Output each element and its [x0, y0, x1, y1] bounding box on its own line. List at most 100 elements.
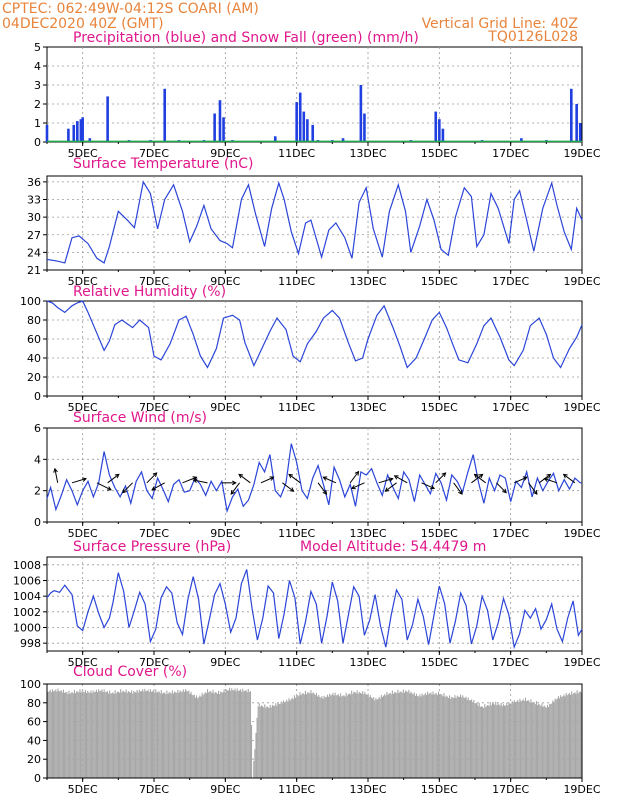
cloud-bar [127, 690, 129, 778]
cloud-bar [258, 703, 260, 778]
cloud-bar [315, 692, 317, 778]
cloud-bar [198, 697, 200, 778]
cloud-bar [520, 701, 522, 778]
cloud-bar [47, 691, 49, 778]
cloud-bar [397, 689, 399, 778]
wind-arrow [323, 476, 337, 484]
header-station: CPTEC: 062:49W-04:12S COARI (AM) [2, 1, 259, 17]
cloud-bar [318, 694, 320, 778]
cloud-bar [90, 690, 92, 778]
cloud-bar [60, 690, 62, 778]
cloud-bar [87, 690, 89, 778]
pressure-subtitle: Model Altitude: 54.4479 m [300, 539, 486, 555]
precip-bar [441, 128, 445, 142]
cloud-bar [322, 698, 324, 778]
cloud-bar [365, 694, 367, 778]
cloud-bar [321, 696, 323, 778]
cloud-bar [550, 704, 552, 778]
cloud-bar [403, 692, 405, 778]
cloud-bar [341, 696, 343, 778]
pressure-ytick-label: 1000 [13, 622, 41, 635]
cloud-bar [158, 691, 160, 778]
cloud-bar [359, 692, 361, 778]
cloud-bar [387, 694, 389, 778]
cloud-bar [320, 697, 322, 778]
cloud-bar [266, 706, 268, 778]
cloud-bar [346, 695, 348, 778]
cloud-bar [423, 694, 425, 778]
cloud-bar [324, 697, 326, 778]
wind-frame [46, 427, 583, 523]
cloud-bar [269, 704, 271, 778]
cloud-ytick-label: 100 [20, 678, 41, 691]
cloud-bar [256, 717, 258, 778]
precip-ytick-label: 1 [34, 117, 41, 130]
cloud-bar [247, 688, 249, 778]
cloud-bar [81, 690, 83, 778]
cloud-bar [377, 698, 379, 778]
cloud-bar [153, 690, 155, 778]
cloud-bar [339, 696, 341, 778]
cloud-bar [450, 698, 452, 778]
cloud-bar [98, 689, 100, 778]
cloud-bar [166, 690, 168, 778]
precip-xtick-label: 7DEC [139, 147, 169, 160]
precip-bar [575, 104, 578, 142]
cloud-bar [447, 697, 449, 778]
cloud-bar [483, 707, 485, 778]
precip-xtick-label: 13DEC [349, 147, 386, 160]
cloud-bar [167, 693, 169, 778]
cloud-bar [467, 697, 469, 778]
cloud-bar [154, 692, 156, 778]
temp-ytick-label: 36 [27, 176, 41, 189]
cloud-bar [58, 691, 60, 778]
cloud-bar [221, 692, 223, 778]
cloud-bar [214, 691, 216, 778]
cloud-bar [445, 695, 447, 778]
precip-bar [76, 121, 79, 142]
cloud-bar [222, 692, 224, 778]
cloud-bar [259, 706, 261, 778]
cloud-bar [110, 693, 112, 778]
cloud-bar [340, 693, 342, 778]
cloud-bar [329, 693, 331, 778]
cloud-bar [462, 695, 464, 778]
cloud-bar [312, 692, 314, 778]
header-grid-line: Vertical Grid Line: 40Z [422, 16, 578, 32]
cloud-bar [49, 689, 51, 778]
cloud-bar [298, 696, 300, 778]
cloud-bar [464, 698, 466, 778]
cloud-bar [137, 692, 139, 778]
wind-arrow [514, 476, 528, 484]
wind-arrow [474, 474, 487, 484]
cloud-bar [458, 696, 460, 778]
cloud-bar [268, 707, 270, 778]
cloud-bar [485, 707, 487, 778]
rh-frame [46, 300, 583, 397]
cloud-bar [524, 697, 526, 778]
cloud-bar [564, 696, 566, 778]
precip-bar [273, 136, 277, 142]
cloud-bar [230, 690, 232, 778]
cloud-bar [83, 692, 85, 778]
rh-xtick-label: 9DEC [210, 401, 240, 414]
cloud-bar [435, 693, 437, 778]
temp-ytick-label: 24 [27, 246, 41, 259]
cloud-bar [454, 695, 456, 778]
cloud-bar [537, 705, 539, 778]
cloud-bar [334, 692, 336, 778]
cloud-bar [484, 704, 486, 778]
temp-xtick-label: 17DEC [492, 275, 529, 288]
cloud-frame-top [46, 683, 583, 779]
temp-ytick-label: 27 [27, 229, 41, 242]
wind-xtick-label: 5DEC [68, 527, 98, 540]
cloud-bar [561, 696, 563, 778]
cloud-bar [280, 701, 282, 778]
cloud-bar [335, 695, 337, 778]
cloud-bar [119, 692, 121, 778]
cloud-bar [105, 691, 107, 778]
cloud-bar [455, 698, 457, 778]
cloud-bar [379, 698, 381, 778]
wind-title: Surface Wind (m/s) [73, 410, 207, 426]
cloud-bar [347, 693, 349, 778]
